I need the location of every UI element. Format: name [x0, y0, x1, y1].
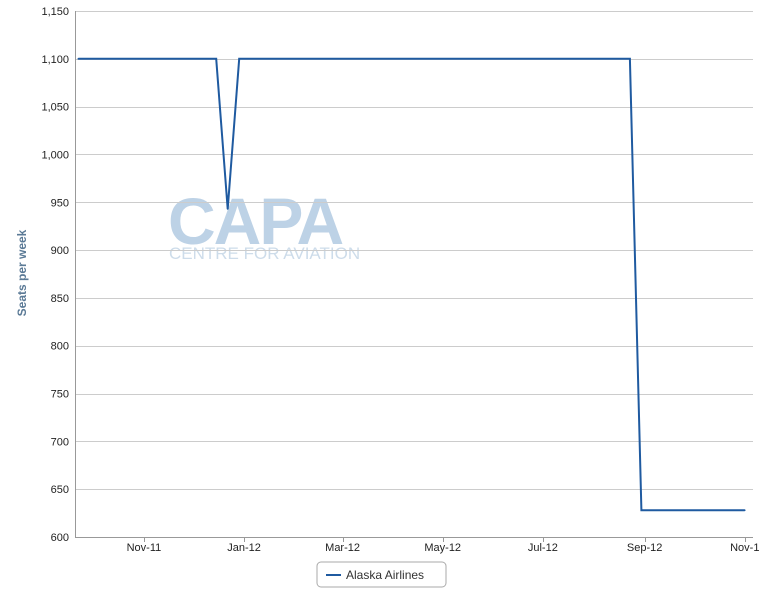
- data-point: [77, 58, 80, 60]
- legend[interactable]: Alaska Airlines: [316, 561, 447, 588]
- gridlines: [75, 11, 753, 538]
- y-tick-label: 1,100: [41, 54, 69, 66]
- data-point: [640, 509, 643, 512]
- x-axis-ticks: Nov-11 Jan-12 Mar-12 May-12 Jul-12 Sep-12 Nov-…: [127, 537, 759, 554]
- y-tick-label: 600: [51, 532, 69, 544]
- x-tick-label: Nov-11: [127, 542, 162, 554]
- data-point: [215, 58, 217, 60]
- data-point: [226, 208, 229, 210]
- data-point: [743, 509, 746, 512]
- x-tick-label: Jan-12: [227, 542, 261, 554]
- x-tick-label: Mar-12: [325, 542, 360, 554]
- legend-item-alaska-airlines[interactable]: Alaska Airlines: [346, 568, 424, 582]
- x-tick-label: May-12: [424, 542, 461, 554]
- series-layer: [77, 57, 746, 512]
- y-axis-label: Seats per week: [15, 229, 29, 316]
- data-point: [238, 58, 240, 60]
- y-tick-label: 1,150: [41, 6, 69, 18]
- legend-box: [316, 561, 447, 588]
- y-tick-label: 1,000: [41, 149, 69, 161]
- y-tick-label: 750: [51, 389, 69, 401]
- y-tick-label: 800: [51, 341, 69, 353]
- y-axis-ticks: 600 650 700 750 800 850 900 950 1,000 1,050 1,100 1…: [41, 6, 69, 544]
- y-tick-label: 1,050: [41, 102, 69, 114]
- y-tick-label: 900: [51, 245, 69, 257]
- watermark-brand: CAPA: [168, 184, 342, 258]
- y-tick-label: 700: [51, 436, 69, 448]
- y-tick-label: 850: [51, 293, 69, 305]
- x-tick-label: Sep-12: [627, 542, 662, 554]
- x-tick-label: Nov-1: [730, 542, 759, 554]
- y-tick-label: 950: [51, 197, 69, 209]
- series-line-0: [78, 57, 745, 512]
- x-tick-label: Jul-12: [528, 542, 558, 554]
- watermark: CAPA CENTRE FOR AVIATION: [168, 184, 360, 263]
- watermark-tagline: CENTRE FOR AVIATION: [169, 244, 360, 263]
- data-point: [629, 58, 631, 60]
- y-tick-label: 650: [51, 484, 69, 496]
